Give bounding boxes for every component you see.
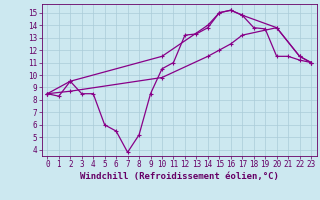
X-axis label: Windchill (Refroidissement éolien,°C): Windchill (Refroidissement éolien,°C) <box>80 172 279 181</box>
